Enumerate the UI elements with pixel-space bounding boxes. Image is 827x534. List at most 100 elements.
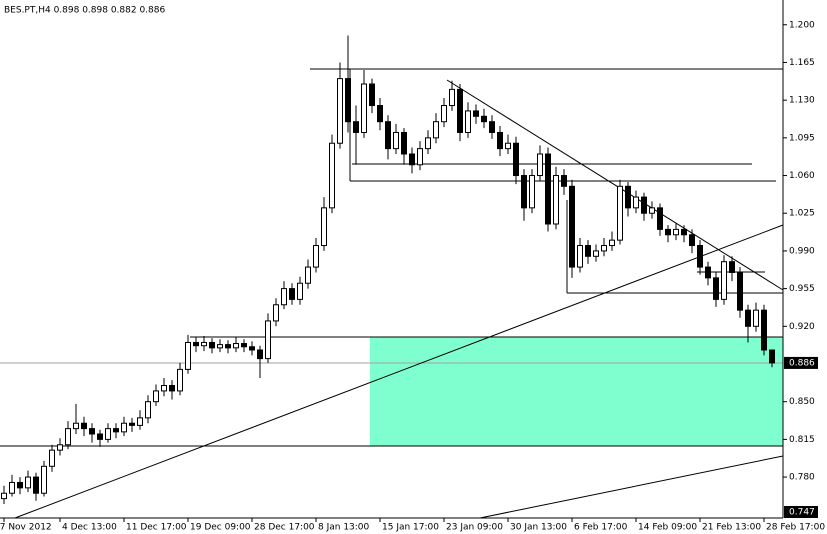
candle-body [729,261,735,273]
candle-body [433,121,439,139]
candle-body [401,131,407,155]
x-tick-label: 14 Feb 09:00 [638,523,697,533]
candle-body [665,228,671,236]
candle-body [561,175,567,187]
x-tick-label: 15 Jan 17:00 [382,523,439,533]
candle-body [657,207,663,230]
candle-body [73,422,79,430]
candle-body [169,385,175,392]
bid-label: 0.886 [789,358,815,368]
marker-label-box [784,506,818,518]
candle-body [145,401,151,419]
y-tick-label: 1.060 [789,171,815,181]
candle-body [161,385,167,392]
candle-body [761,309,767,351]
candle-body [9,481,15,494]
candle-body [113,428,119,433]
x-tick-label: 19 Dec 09:00 [190,523,251,533]
candle-body [481,115,487,123]
candle-body [633,196,639,209]
candle-body [601,245,607,252]
trendline [479,455,784,519]
candle-body [409,153,415,166]
candle-body [121,422,127,433]
candle-body [529,175,535,209]
y-tick-label: 0.780 [789,473,815,483]
candle-body [417,148,423,166]
candle-body [97,433,103,440]
candle-body [25,476,31,489]
candle-body [321,207,327,247]
candle-body [233,343,239,349]
candle-body [329,142,335,209]
candle-body [361,83,367,133]
candle-body [745,309,751,327]
candle-body [449,88,455,107]
marker-label: 0.747 [789,508,815,518]
candle-body [289,288,295,300]
zone-rect [370,337,783,446]
trendline [446,79,784,291]
candle-body [257,349,263,360]
plot-area [0,35,784,519]
candle-body [497,131,503,150]
y-tick-label: 1.025 [789,209,815,219]
candle-body [713,277,719,300]
candle-body [305,266,311,284]
y-tick-label: 0.955 [789,284,815,294]
candle-body [241,343,247,348]
candle-body [705,266,711,279]
candle-body [273,304,279,322]
candle-body [1,492,7,500]
candle-body [577,245,583,268]
trendline [14,224,784,519]
x-tick-label: 8 Jan 13:00 [318,523,370,533]
y-tick-label: 1.130 [789,96,815,106]
candle-body [393,131,399,150]
candle-body [609,239,615,247]
x-tick-label: 28 Feb 17:00 [766,523,825,533]
candle-body [505,142,511,150]
y-tick-label: 1.095 [789,133,815,143]
candle-body [537,153,543,177]
candle-body [49,449,55,467]
candle-body [201,341,207,347]
x-tick-label: 27 Nov 2012 [0,523,52,533]
candle-body [297,282,303,300]
candle-body [65,428,71,446]
candle-body [105,428,111,440]
candle-body [721,261,727,300]
candle-body [209,341,215,349]
candle-body [673,228,679,236]
candle-body [345,78,351,123]
chart-title: BES.PT,H4 0.898 0.898 0.882 0.886 [4,6,165,16]
candle-body [585,245,591,257]
candle-body [377,105,383,123]
candle-body [17,481,23,489]
candle-body [473,110,479,117]
x-tick-label: 11 Dec 17:00 [126,523,187,533]
candle-body [89,428,95,435]
candle-body [249,346,255,351]
candle-body [457,88,463,133]
candle-body [185,341,191,370]
candle-body [521,175,527,209]
candle-body [137,417,143,426]
candle-body [281,288,287,306]
candle-body [593,250,599,257]
candle-body [313,245,319,268]
candle-body [129,422,135,426]
candle-body [57,444,63,451]
y-tick-label: 0.990 [789,246,815,256]
candle-body [217,344,223,349]
candle-body [81,422,87,430]
x-tick-label: 30 Jan 13:00 [510,523,567,533]
candle-body [553,175,559,225]
candle-body [753,309,759,327]
y-tick-label: 1.165 [789,58,815,68]
candle-body [33,476,39,494]
candle-body [769,349,775,364]
y-tick-label: 1.200 [789,20,815,30]
candle-body [369,83,375,107]
